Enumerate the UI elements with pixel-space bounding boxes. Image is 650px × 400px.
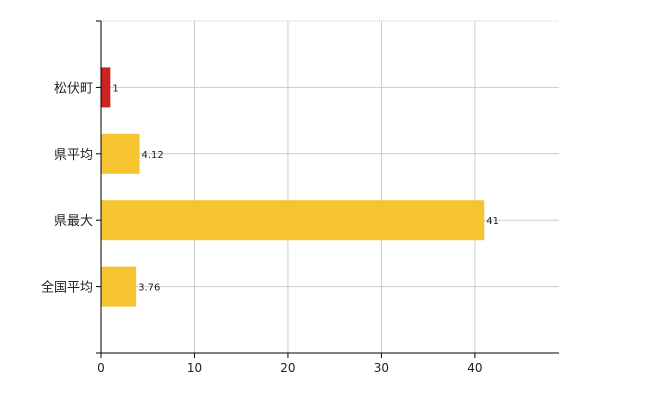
- axes: [96, 20, 559, 358]
- x-tick-label: 10: [187, 361, 202, 375]
- grid-lines: [101, 20, 559, 353]
- data-label: 4.12: [142, 150, 164, 161]
- x-tick-label: 20: [280, 361, 295, 375]
- data-label: 41: [486, 216, 499, 227]
- x-tick-label: 30: [374, 361, 389, 375]
- y-category-label: 県最大: [54, 214, 93, 229]
- x-tick-label: 0: [97, 361, 105, 375]
- bar: [101, 67, 111, 108]
- bar: [101, 133, 140, 174]
- y-category-label: 県平均: [54, 148, 93, 163]
- data-label: 1: [112, 83, 118, 94]
- bar: [101, 200, 485, 241]
- data-label: 3.76: [138, 283, 160, 294]
- bar: [101, 266, 137, 307]
- x-tick-label: 40: [467, 361, 482, 375]
- y-category-label: 全国平均: [41, 280, 93, 296]
- y-category-label: 松伏町: [54, 81, 93, 96]
- bars: [101, 67, 485, 307]
